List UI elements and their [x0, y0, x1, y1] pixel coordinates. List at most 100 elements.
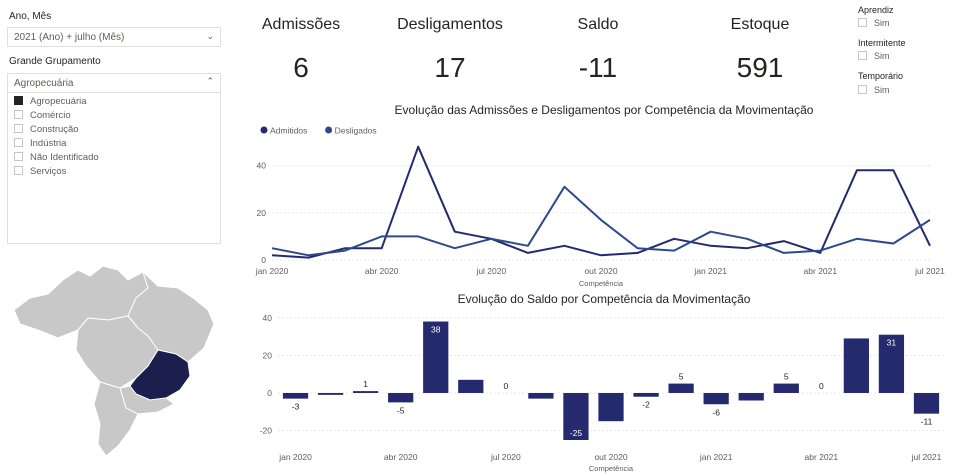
group-item-label: Indústria	[30, 138, 67, 149]
x-tick-label: jan 2020	[278, 452, 312, 462]
group-dropdown[interactable]: Agropecuária ⌃	[7, 73, 221, 93]
x-tick-label: jul 2020	[475, 266, 506, 276]
group-item-construcao[interactable]: Construção	[14, 124, 79, 136]
data-label: -11	[921, 417, 933, 427]
checkbox-checked-icon[interactable]	[14, 96, 23, 105]
kpi-desligamentos-value: 17	[434, 52, 466, 83]
bar	[423, 321, 449, 393]
bar	[843, 338, 869, 393]
chevron-down-icon: ⌄	[206, 31, 214, 41]
bar	[633, 392, 659, 397]
group-item-comercio[interactable]: Comércio	[14, 110, 71, 122]
group-item-label: Comércio	[30, 110, 71, 121]
legend-marker-desligados	[325, 126, 333, 134]
bar	[282, 392, 309, 399]
group-item-agropecuaria[interactable]: Agropecuária	[14, 96, 87, 108]
period-dropdown[interactable]: 2021 (Ano) + julho (Mês) ⌄	[7, 27, 221, 47]
data-label: -25	[570, 428, 583, 438]
bar	[353, 391, 379, 393]
data-label: 5	[679, 372, 684, 382]
kpi-desligamentos-label: Desligamentos	[397, 16, 503, 33]
kpi-admissoes-label: Admissões	[261, 16, 341, 33]
y-tick-label: 40	[257, 161, 267, 171]
x-tick-label: jan 2021	[693, 266, 727, 276]
x-tick-label: jul 2020	[490, 452, 521, 462]
y-tick-label: 20	[263, 350, 273, 360]
checkbox-icon[interactable]	[858, 18, 867, 27]
x-tick-label: jan 2020	[255, 266, 289, 276]
group-item-label: Serviços	[30, 166, 67, 177]
kpi-estoque-value: 591	[736, 52, 784, 83]
bar	[913, 392, 940, 414]
bar	[388, 392, 414, 403]
line-chart[interactable]: Admitidos Desligados 0 20 40 jan 2020 abr 2020…	[240, 118, 962, 292]
group-list: Agropecuária Comércio Construção Indústr…	[7, 92, 221, 244]
x-tick-label: abr 2021	[804, 266, 838, 276]
group-item-industria[interactable]: Indústria	[14, 138, 66, 150]
filter-temporario-option[interactable]: Sim	[858, 85, 890, 95]
legend-label-admitidos: Admitidos	[270, 126, 307, 136]
filter-option-label: Sim	[874, 85, 890, 95]
bar	[317, 392, 344, 395]
kpi-admissoes-value: 6	[293, 52, 309, 83]
y-tick-label: 0	[267, 388, 272, 398]
filter-intermitente-title: Intermitente	[858, 38, 906, 48]
period-slicer-title: Ano, Mês	[9, 11, 52, 22]
checkbox-icon[interactable]	[14, 124, 23, 133]
x-axis-label: Competência	[579, 279, 624, 288]
bar	[598, 392, 624, 422]
bar	[878, 334, 905, 393]
data-label: 0	[503, 381, 508, 391]
group-dropdown-value: Agropecuária	[14, 78, 74, 89]
chevron-up-icon: ⌃	[206, 76, 214, 86]
x-tick-label: jul 2021	[914, 266, 945, 276]
x-axis-label: Competência	[589, 464, 634, 473]
x-tick-label: jul 2021	[911, 452, 942, 462]
group-item-nao-identificado[interactable]: Não Identificado	[14, 152, 99, 164]
group-item-label: Agropecuária	[30, 96, 87, 107]
filter-option-label: Sim	[874, 51, 890, 61]
data-label: -3	[292, 402, 300, 412]
legend-label-desligados: Desligados	[335, 126, 377, 136]
filter-intermitente-option[interactable]: Sim	[858, 51, 890, 61]
kpi-estoque-label: Estoque	[730, 16, 790, 33]
bar	[458, 379, 484, 393]
x-tick-label: jan 2021	[699, 452, 733, 462]
filter-temporario-title: Temporário	[858, 71, 904, 81]
bar	[668, 383, 694, 393]
filter-option-label: Sim	[874, 18, 890, 28]
brazil-map[interactable]	[8, 258, 223, 470]
checkbox-icon[interactable]	[858, 85, 867, 94]
data-label: 38	[431, 325, 441, 335]
bar	[703, 392, 729, 405]
checkbox-icon[interactable]	[858, 51, 867, 60]
bar	[773, 383, 799, 393]
series-line-desligados	[271, 185, 931, 257]
bar-chart-title: Evolução do Saldo por Competência da Mov…	[457, 292, 751, 306]
group-item-label: Construção	[30, 124, 79, 135]
kpi-saldo-label: Saldo	[577, 16, 619, 33]
map-state-south[interactable]	[93, 381, 139, 457]
bar	[563, 392, 589, 440]
x-tick-label: abr 2020	[365, 266, 399, 276]
x-tick-label: out 2020	[584, 266, 617, 276]
filter-aprendiz-option[interactable]: Sim	[858, 18, 890, 28]
data-label: -2	[642, 400, 650, 410]
kpi-saldo-value: -11	[578, 52, 618, 83]
checkbox-icon[interactable]	[14, 110, 23, 119]
checkbox-icon[interactable]	[14, 138, 23, 147]
checkbox-icon[interactable]	[14, 166, 23, 175]
bar	[738, 392, 764, 401]
x-tick-label: out 2020	[594, 452, 627, 462]
checkbox-icon[interactable]	[14, 152, 23, 161]
series-line-admitidos	[271, 145, 931, 259]
data-label: 5	[784, 372, 789, 382]
x-tick-label: abr 2021	[805, 452, 839, 462]
line-chart-title: Evolução das Admissões e Desligamentos p…	[394, 103, 814, 117]
group-item-servicos[interactable]: Serviços	[14, 166, 66, 178]
y-tick-label: -20	[260, 426, 273, 436]
y-tick-label: 20	[257, 208, 267, 218]
x-tick-label: abr 2020	[384, 452, 418, 462]
y-tick-label: 40	[263, 313, 273, 323]
